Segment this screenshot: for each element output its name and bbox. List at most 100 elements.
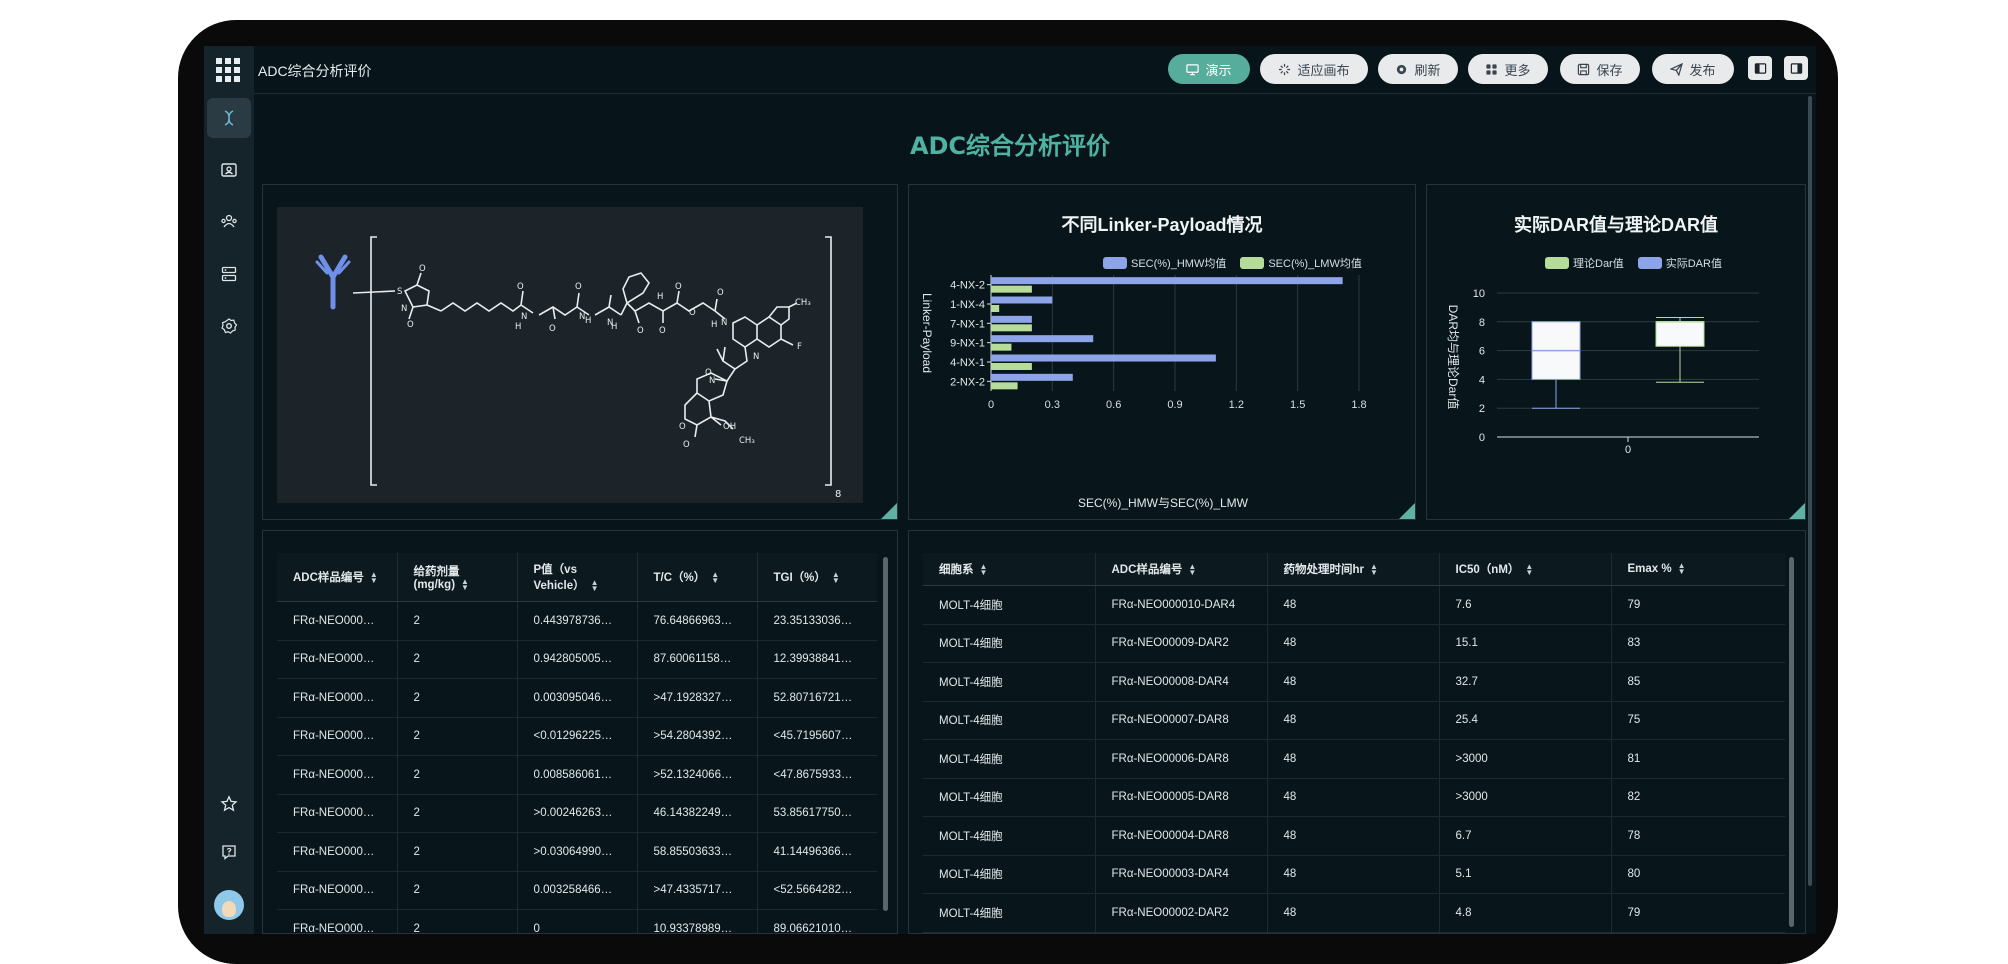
table-row[interactable]: FRα-NEO000… 2 0.443978736… 76.64866963… 23.3… (277, 601, 877, 641)
column-header[interactable]: 细胞系 ▲ ▼ (923, 553, 1096, 586)
column-header[interactable]: T/C（%） ▲ ▼ (637, 553, 758, 602)
y-tick-label: 7-NX-1 (950, 318, 985, 330)
table-row[interactable]: FRα-NEO000… 2 >0.03064990… 58.85503633… 41.1… (277, 832, 877, 872)
table-row[interactable]: FRα-NEO000… 2 <0.01296225… >54.2804392… <45.… (277, 717, 877, 756)
table-cell: 83 (1611, 624, 1785, 663)
table-row[interactable]: MOLT-4细胞 FRα-NEO00006-DAR8 48 >3000 81 (923, 739, 1785, 779)
sidebar-item-settings[interactable] (207, 306, 251, 346)
toggle-left-panel-button[interactable] (1748, 56, 1772, 80)
legend-item-actual[interactable]: 实际DAR值 (1637, 255, 1722, 271)
legend-item-hmw[interactable]: SEC(%)_HMW均值 (1103, 255, 1226, 271)
svg-text:H: H (585, 316, 591, 326)
table-cell: 23.35133036… (757, 601, 877, 641)
refresh-icon (1397, 64, 1407, 74)
sort-icon[interactable]: ▲ ▼ (831, 569, 840, 585)
save-button[interactable]: 保存 (1560, 54, 1640, 84)
sort-icon[interactable]: ▲ ▼ (979, 561, 988, 577)
sort-icon[interactable]: ▲ ▼ (590, 577, 599, 593)
column-header-label: TGI（%） (773, 572, 826, 584)
legend-item-lmw[interactable]: SEC(%)_LMW均值 (1240, 255, 1362, 271)
page-scrollbar[interactable] (1808, 96, 1812, 886)
sidebar-item-folder[interactable] (207, 150, 251, 190)
column-header[interactable]: P值（vs Vehicle） ▲ ▼ (517, 553, 638, 602)
table-row[interactable]: MOLT-4细胞 FRα-NEO00005-DAR8 48 >3000 82 (923, 778, 1785, 817)
table-row[interactable]: MOLT-4细胞 FRα-NEO00002-DAR2 48 4.8 79 (923, 893, 1785, 933)
sort-icon[interactable]: ▲ ▼ (711, 569, 720, 585)
x-tick-label: 0.6 (1106, 399, 1121, 411)
y-tick-label: 9-NX-1 (950, 338, 985, 350)
column-header[interactable]: ADC样品编号 ▲ ▼ (277, 553, 398, 602)
column-header[interactable]: Emax % ▲ ▼ (1611, 553, 1785, 586)
table-row[interactable]: MOLT-4细胞 FRα-NEO000010-DAR4 48 7.6 79 (923, 585, 1785, 625)
bar-hmw (991, 277, 1343, 285)
table-scrollbar[interactable] (1789, 557, 1794, 927)
table-row[interactable]: FRα-NEO000… 2 0.003258466… >47.4335717… <52.… (277, 871, 877, 910)
table-row[interactable]: FRα-NEO000… 2 0.008586061… >52.1324066… <47.… (277, 755, 877, 795)
table-row[interactable]: MOLT-4细胞 FRα-NEO00007-DAR8 48 25.4 75 (923, 701, 1785, 740)
sidebar-item-help[interactable] (207, 832, 251, 872)
table-cell: >0.03064990… (517, 832, 638, 872)
x-tick-label: 0 (988, 399, 994, 411)
table-row[interactable]: FRα-NEO000… 2 >0.00246263… 46.14382249… 53.8… (277, 794, 877, 833)
table-cell: FRα-NEO000… (277, 601, 398, 641)
app-grid-icon[interactable] (214, 56, 242, 84)
x-tick-label: 0 (1625, 444, 1631, 456)
sort-icon[interactable]: ▲ ▼ (1370, 561, 1378, 577)
table-cell: 4.8 (1439, 893, 1612, 933)
y-axis-label: Linker-Payload (920, 293, 934, 373)
toggle-right-panel-button[interactable] (1784, 56, 1808, 80)
table-cell: FRα-NEO00003-DAR4 (1095, 855, 1268, 894)
sidebar-item-favorites[interactable] (207, 784, 251, 824)
column-header[interactable]: 药物处理时间hr ▲ ▼ (1267, 553, 1440, 586)
app-title: ADC综合分析评价 (258, 63, 372, 79)
more-button[interactable]: 更多 (1468, 54, 1548, 84)
table-cell: 2 (397, 871, 518, 910)
table-cell: 52.80716721… (757, 678, 877, 718)
refresh-button[interactable]: 刷新 (1378, 54, 1458, 84)
table-row[interactable]: FRα-NEO000… 2 0 10.93378989… 89.06621010… (277, 909, 877, 934)
publish-button[interactable]: 发布 (1652, 54, 1734, 84)
table-cell: FRα-NEO00006-DAR8 (1095, 739, 1268, 779)
table-scrollbar[interactable] (883, 557, 888, 911)
avatar[interactable] (214, 890, 244, 920)
presentation-icon (1186, 63, 1200, 75)
save-label: 保存 (1596, 62, 1623, 78)
svg-text:O: O (659, 326, 666, 336)
sort-icon[interactable]: ▲ ▼ (369, 569, 378, 585)
present-button[interactable]: 演示 (1168, 54, 1250, 84)
sort-icon[interactable]: ▲ ▼ (1188, 561, 1197, 577)
svg-text:H: H (611, 322, 617, 332)
table-cell: 0.443978736… (517, 601, 638, 641)
column-header[interactable]: TGI（%） ▲ ▼ (757, 553, 877, 602)
sidebar-item-users[interactable] (207, 202, 251, 242)
table-row[interactable]: FRα-NEO000… 2 0.003095046… >47.1928327… 52.8… (277, 678, 877, 718)
sidebar-item-analysis[interactable] (207, 98, 251, 138)
table-row[interactable]: MOLT-4细胞 FRα-NEO00004-DAR8 48 6.7 78 (923, 816, 1785, 856)
sort-icon[interactable]: ▲ ▼ (1525, 561, 1534, 577)
sort-icon[interactable]: ▲ ▼ (1677, 560, 1686, 576)
table-row[interactable]: MOLT-4细胞 FRα-NEO00003-DAR4 48 5.1 80 (923, 855, 1785, 894)
antibody-icon (315, 254, 351, 310)
fit-canvas-button[interactable]: 适应画布 (1260, 54, 1368, 84)
table-cell: 2 (397, 678, 518, 718)
column-header[interactable]: IC50（nM） ▲ ▼ (1439, 553, 1612, 586)
column-header[interactable]: ADC样品编号 ▲ ▼ (1095, 553, 1268, 586)
legend-item-theoretical[interactable]: 理论Dar值 (1545, 255, 1624, 271)
sort-icon[interactable]: ▲ ▼ (461, 576, 469, 592)
table-cell: MOLT-4细胞 (923, 739, 1096, 779)
apps-icon (1486, 63, 1498, 75)
y-tick-label: 2-NX-2 (950, 376, 985, 388)
table-row[interactable]: MOLT-4细胞 FRα-NEO00009-DAR2 48 15.1 83 (923, 624, 1785, 663)
bar-hmw (991, 354, 1216, 362)
column-header-label: ADC样品编号 (293, 572, 364, 584)
cell-assay-table-panel: 细胞系 ▲ ▼ ADC样品编号 ▲ ▼ 药物处理时间hr ▲ ▼ IC50（nM） ▲ ▼ Emax %… (908, 530, 1806, 934)
table-row[interactable]: FRα-NEO000… 2 0.942805005… 87.60061158… 12.3… (277, 640, 877, 679)
svg-text:O: O (689, 308, 696, 318)
table-cell: 76.64866963… (637, 601, 758, 641)
bar-lmw (991, 343, 1012, 351)
column-header[interactable]: 给药剂量(mg/kg) ▲ ▼ (397, 553, 518, 602)
table-cell: 5.1 (1439, 855, 1612, 894)
table-cell: >47.1928327… (637, 678, 758, 718)
table-row[interactable]: MOLT-4细胞 FRα-NEO00008-DAR4 48 32.7 85 (923, 662, 1785, 702)
sidebar-item-database[interactable] (207, 254, 251, 294)
